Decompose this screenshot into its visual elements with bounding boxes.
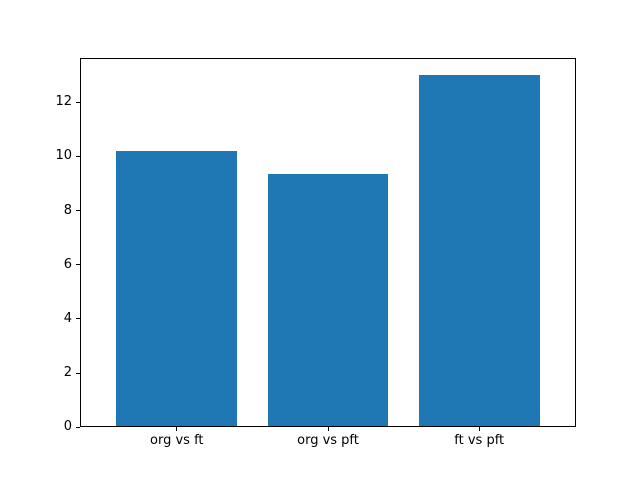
y-tick-label: 4 bbox=[63, 310, 72, 326]
x-tick-mark bbox=[176, 427, 178, 432]
bar-org-vs-ft bbox=[116, 151, 238, 427]
y-tick-mark bbox=[76, 210, 80, 212]
y-tick-label: 0 bbox=[63, 419, 72, 435]
y-tick-mark bbox=[76, 372, 80, 374]
x-tick-label: ft vs pft bbox=[454, 433, 505, 449]
x-tick-mark bbox=[478, 427, 480, 432]
y-tick-label: 6 bbox=[63, 256, 72, 272]
y-tick-label: 2 bbox=[63, 365, 72, 381]
x-tick-label: org vs ft bbox=[150, 433, 204, 449]
y-tick-label: 10 bbox=[55, 148, 72, 164]
y-tick-mark bbox=[76, 318, 80, 320]
y-tick-mark bbox=[76, 426, 80, 428]
y-tick-label: 12 bbox=[55, 94, 72, 110]
bar-org-vs-pft bbox=[267, 174, 389, 427]
y-tick-mark bbox=[76, 155, 80, 157]
y-tick-mark bbox=[76, 101, 80, 103]
x-tick-label: org vs pft bbox=[297, 433, 359, 449]
bar-ft-vs-pft bbox=[418, 75, 540, 427]
x-tick-mark bbox=[327, 427, 329, 432]
y-tick-mark bbox=[76, 264, 80, 266]
y-tick-label: 8 bbox=[63, 202, 72, 218]
